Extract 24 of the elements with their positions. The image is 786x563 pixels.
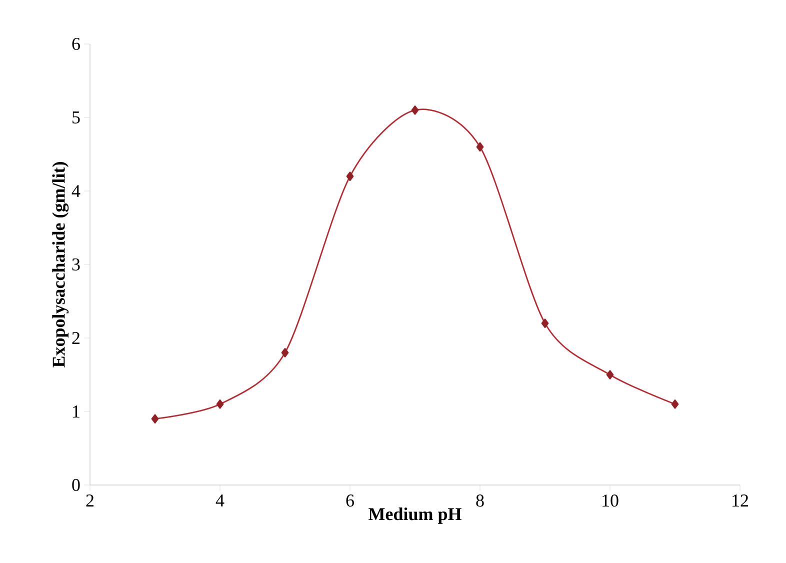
x-axis-title: Medium pH — [368, 508, 462, 524]
point — [671, 399, 679, 409]
y-tick-label: 4 — [72, 185, 80, 197]
x-tick-label: 10 — [602, 494, 618, 507]
y-axis-title: Exopolysaccharide (gm/lit) — [52, 162, 69, 368]
y-tick-label: 0 — [72, 478, 80, 492]
y-tick-label: 1 — [73, 406, 80, 418]
point — [476, 142, 484, 152]
point — [541, 318, 549, 328]
x-tick-label: 12 — [732, 494, 748, 506]
point — [606, 370, 614, 380]
x-tick-label: 2 — [86, 494, 94, 506]
x-tick-label: 4 — [216, 494, 224, 506]
x-tick-label: 8 — [476, 494, 484, 507]
y-tick-label: 2 — [72, 332, 80, 344]
point — [216, 399, 224, 409]
x-tick-label: 6 — [346, 494, 354, 507]
point — [151, 414, 159, 424]
point — [411, 105, 419, 115]
y-tick-label: 6 — [72, 38, 80, 50]
point — [346, 172, 354, 181]
y-tick-label: 3 — [72, 258, 80, 271]
point — [281, 348, 289, 358]
y-tick-label: 5 — [72, 112, 80, 124]
